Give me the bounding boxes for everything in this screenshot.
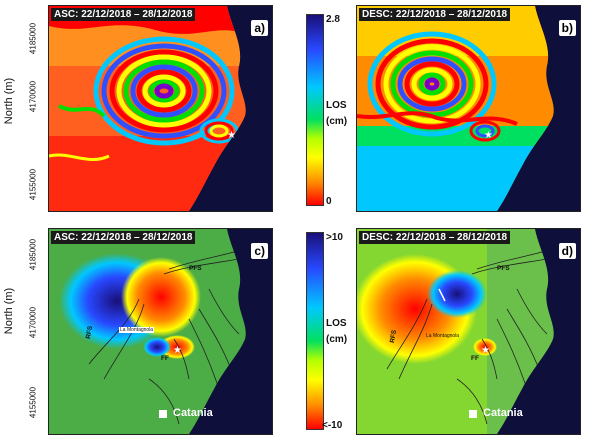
- axis-title-north-bottom: North (m): [3, 287, 16, 335]
- interferogram-map-a: ★: [49, 6, 272, 211]
- los-map-d: ★: [357, 229, 580, 434]
- north-tick-label: 4155000: [28, 386, 38, 419]
- svg-text:★: ★: [484, 130, 493, 141]
- interferogram-map-b: ★: [357, 6, 580, 211]
- svg-text:★: ★: [481, 345, 490, 356]
- label-la-montagnola: La Montagnola: [119, 327, 155, 333]
- north-tick-label: 4170000: [28, 80, 38, 113]
- fault-label-ff: FF: [161, 355, 169, 362]
- axis-title-north-top: North (m): [3, 77, 16, 125]
- catania-marker: [159, 410, 167, 418]
- fault-label-ff: FF: [471, 355, 479, 362]
- north-tick-label: 4170000: [28, 306, 38, 339]
- catania-marker: [469, 410, 477, 418]
- panel-c-title: ASC: 22/12/2018 – 28/12/2018: [51, 231, 196, 244]
- colorbar-bottom-label-1: LOS: [326, 318, 347, 329]
- colorbar-los-displacement: [306, 232, 324, 430]
- panel-a-letter: a): [251, 20, 268, 36]
- colorbar-bottom-min: <-10: [322, 420, 343, 431]
- north-tick-label: 4185000: [28, 238, 38, 271]
- fault-label-pfs: PFS: [189, 265, 202, 272]
- colorbar-wrapped-los: [306, 14, 324, 206]
- panel-a-interferogram: ★ ASC: 22/12/2018 – 28/12/2018 a): [48, 5, 273, 212]
- north-tick-label: 4155000: [28, 168, 38, 201]
- colorbar-top-label-2: (cm): [326, 116, 348, 127]
- fault-label-pfs: PFS: [497, 265, 510, 272]
- panel-b-title: DESC: 22/12/2018 – 28/12/2018: [359, 8, 511, 21]
- panel-c-los-displacement: ★ ASC: 22/12/2018 – 28/12/2018 c) PFS RF…: [48, 228, 273, 435]
- north-tick-label: 4185000: [28, 22, 38, 55]
- catania-label: Catania: [173, 407, 213, 419]
- colorbar-top-max: 2.8: [326, 14, 340, 25]
- label-la-montagnola: La Montagnola: [426, 333, 460, 339]
- panel-a-title: ASC: 22/12/2018 – 28/12/2018: [51, 8, 196, 21]
- panel-d-title: DESC: 22/12/2018 – 28/12/2018: [359, 231, 511, 244]
- panel-c-letter: c): [251, 243, 268, 259]
- colorbar-top-label-1: LOS: [326, 100, 347, 111]
- colorbar-bottom-max: >10: [326, 232, 343, 243]
- panel-b-letter: b): [558, 20, 576, 36]
- catania-label: Catania: [483, 407, 523, 419]
- los-map-c: ★: [49, 229, 272, 434]
- svg-text:★: ★: [173, 345, 182, 356]
- colorbar-bottom-label-2: (cm): [326, 334, 348, 345]
- panel-b-interferogram: ★ DESC: 22/12/2018 – 28/12/2018 b): [356, 5, 581, 212]
- svg-text:★: ★: [227, 130, 236, 141]
- colorbar-top-min: 0: [326, 196, 332, 207]
- panel-d-letter: d): [558, 243, 576, 259]
- panel-d-los-displacement: ★ DESC: 22/12/2018 – 28/12/2018 d) PFS R…: [356, 228, 581, 435]
